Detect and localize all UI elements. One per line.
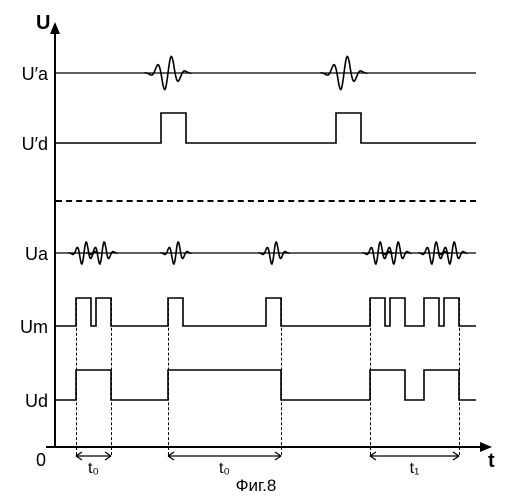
row-label-Ud: Ud — [4, 391, 48, 412]
row-label-Um: Um — [4, 317, 48, 338]
timing-figure: U t 0 U′aU′dUaUmUd t₀t₀t₁ Фиг.8 — [0, 0, 512, 500]
origin-label: 0 — [36, 450, 46, 471]
guide-line — [459, 298, 460, 455]
guide-line — [281, 298, 282, 455]
guide-line — [370, 298, 371, 455]
row-label-Upa: U′a — [4, 64, 48, 85]
y-axis-label: U — [36, 12, 50, 35]
guide-line — [111, 298, 112, 455]
row-label-Ua: Ua — [4, 244, 48, 265]
row-label-Upd: U′d — [4, 134, 48, 155]
figure-caption: Фиг.8 — [0, 476, 512, 496]
traces — [56, 0, 476, 500]
guide-line — [168, 298, 169, 455]
x-axis-label: t — [488, 450, 495, 473]
guide-line — [76, 298, 77, 455]
